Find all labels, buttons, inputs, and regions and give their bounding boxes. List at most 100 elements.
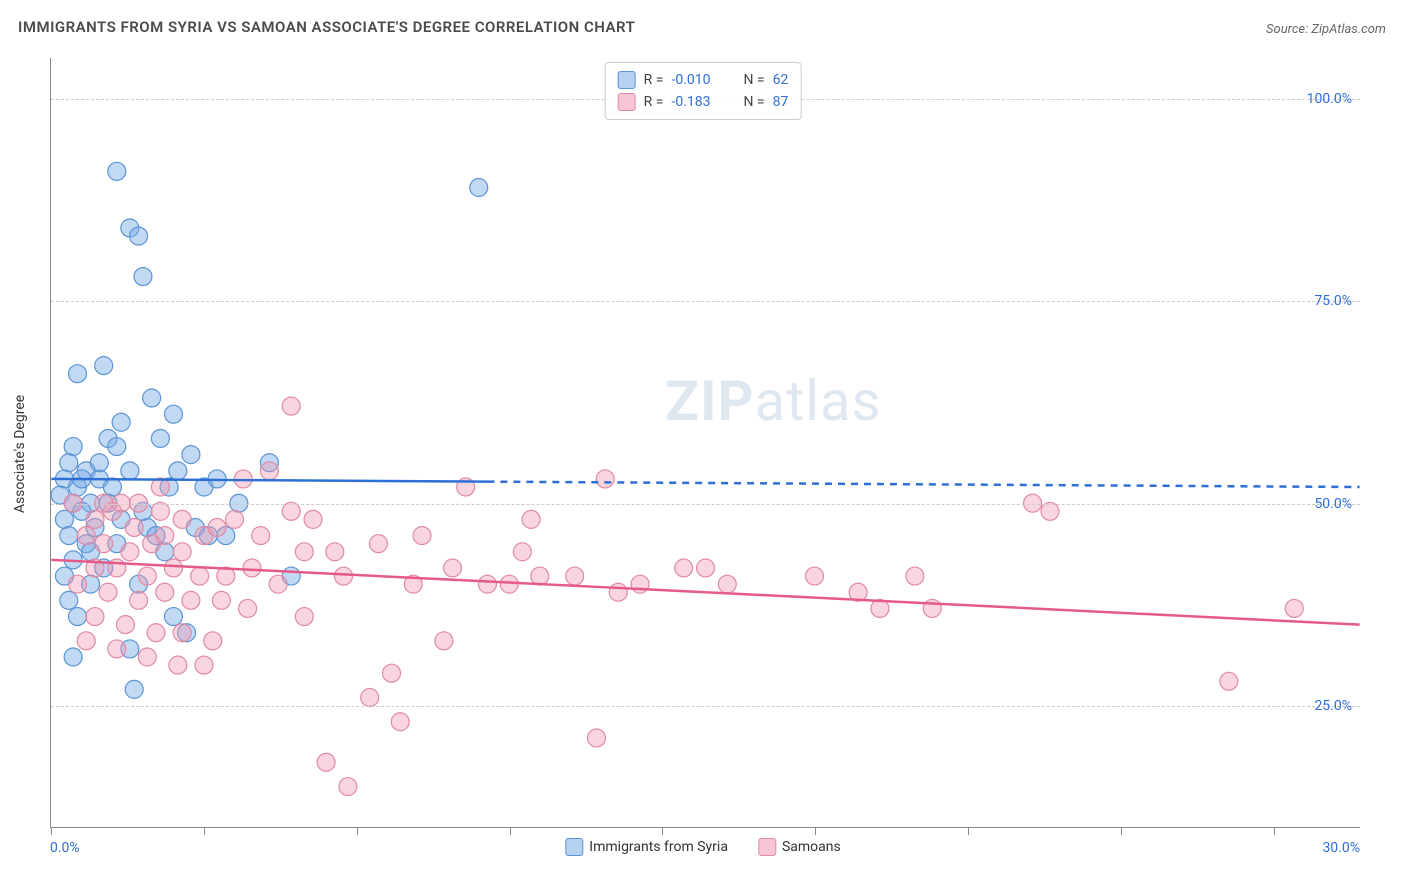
- scatter-point: [77, 632, 95, 650]
- scatter-point: [164, 608, 182, 626]
- scatter-point: [204, 632, 222, 650]
- scatter-point: [130, 227, 148, 245]
- scatter-point: [151, 502, 169, 520]
- scatter-point: [718, 575, 736, 593]
- scatter-point: [361, 688, 379, 706]
- scatter-point: [269, 575, 287, 593]
- scatter-point: [121, 462, 139, 480]
- scatter-point: [383, 664, 401, 682]
- scatter-point: [60, 527, 78, 545]
- scatter-point: [335, 567, 353, 585]
- scatter-point: [134, 268, 152, 286]
- chart-title: IMMIGRANTS FROM SYRIA VS SAMOAN ASSOCIAT…: [18, 18, 635, 36]
- scatter-point: [243, 559, 261, 577]
- r-label: R =: [644, 94, 664, 110]
- scatter-point: [147, 624, 165, 642]
- legend-swatch: [618, 93, 636, 111]
- scatter-point: [182, 446, 200, 464]
- scatter-point: [675, 559, 693, 577]
- x-tick: [204, 827, 205, 835]
- scatter-point: [108, 438, 126, 456]
- scatter-point: [90, 454, 108, 472]
- scatter-point: [435, 632, 453, 650]
- x-axis-min-label: 0.0%: [50, 840, 80, 856]
- correlation-legend-row: R = -0.010 N = 62: [618, 69, 789, 91]
- scatter-point: [478, 575, 496, 593]
- scatter-point: [173, 510, 191, 528]
- legend-swatch: [565, 838, 583, 856]
- scatter-point: [369, 535, 387, 553]
- scatter-point: [531, 567, 549, 585]
- r-label: R =: [644, 72, 664, 88]
- scatter-point: [413, 527, 431, 545]
- scatter-point: [391, 713, 409, 731]
- scatter-point: [112, 413, 130, 431]
- scatter-point: [182, 591, 200, 609]
- scatter-point: [500, 575, 518, 593]
- legend-label: Immigrants from Syria: [589, 839, 728, 855]
- x-tick: [968, 827, 969, 835]
- scatter-point: [609, 583, 627, 601]
- scatter-point: [326, 543, 344, 561]
- scatter-point: [64, 648, 82, 666]
- y-tick-label: 75.0%: [1314, 293, 1352, 309]
- n-label: N =: [743, 72, 764, 88]
- scatter-point: [151, 429, 169, 447]
- scatter-point: [108, 162, 126, 180]
- scatter-point: [156, 583, 174, 601]
- y-tick-label: 100.0%: [1307, 91, 1352, 107]
- legend-swatch: [758, 838, 776, 856]
- scatter-point: [295, 543, 313, 561]
- scatter-point: [60, 591, 78, 609]
- scatter-point: [212, 591, 230, 609]
- scatter-point: [95, 357, 113, 375]
- scatter-point: [304, 510, 322, 528]
- scatter-point: [282, 397, 300, 415]
- y-tick-label: 50.0%: [1314, 496, 1352, 512]
- legend-swatch: [618, 71, 636, 89]
- x-tick: [51, 827, 52, 835]
- gridline: [51, 504, 1360, 505]
- scatter-point: [173, 543, 191, 561]
- gridline: [51, 706, 1360, 707]
- scatter-point: [1041, 502, 1059, 520]
- scatter-point: [239, 599, 257, 617]
- n-value: 62: [773, 72, 789, 88]
- scatter-point: [64, 438, 82, 456]
- scatter-point: [596, 470, 614, 488]
- scatter-point: [522, 510, 540, 528]
- scatter-point: [195, 656, 213, 674]
- scatter-point: [138, 567, 156, 585]
- scatter-point: [164, 405, 182, 423]
- scatter-point: [69, 575, 87, 593]
- scatter-point: [513, 543, 531, 561]
- scatter-point: [317, 753, 335, 771]
- series-legend: Immigrants from Syria Samoans: [565, 838, 840, 856]
- x-tick: [357, 827, 358, 835]
- scatter-point: [116, 616, 134, 634]
- trend-line-dashed: [487, 482, 1359, 487]
- n-value: 87: [773, 94, 789, 110]
- r-value: -0.010: [671, 72, 725, 88]
- n-label: N =: [743, 94, 764, 110]
- source-attribution: Source: ZipAtlas.com: [1266, 22, 1386, 37]
- scatter-point: [697, 559, 715, 577]
- scatter-point: [130, 591, 148, 609]
- chart-container: IMMIGRANTS FROM SYRIA VS SAMOAN ASSOCIAT…: [0, 0, 1406, 892]
- y-tick-label: 25.0%: [1314, 698, 1352, 714]
- gridline: [51, 301, 1360, 302]
- scatter-point: [108, 640, 126, 658]
- x-axis-max-label: 30.0%: [1322, 840, 1360, 856]
- scatter-point: [125, 519, 143, 537]
- scatter-point: [226, 510, 244, 528]
- plot-svg: [51, 58, 1360, 827]
- scatter-point: [69, 365, 87, 383]
- scatter-point: [69, 608, 87, 626]
- r-value: -0.183: [671, 94, 725, 110]
- scatter-point: [173, 624, 191, 642]
- x-tick: [510, 827, 511, 835]
- scatter-point: [125, 680, 143, 698]
- legend-item: Samoans: [758, 838, 841, 856]
- x-tick: [662, 827, 663, 835]
- legend-label: Samoans: [782, 839, 841, 855]
